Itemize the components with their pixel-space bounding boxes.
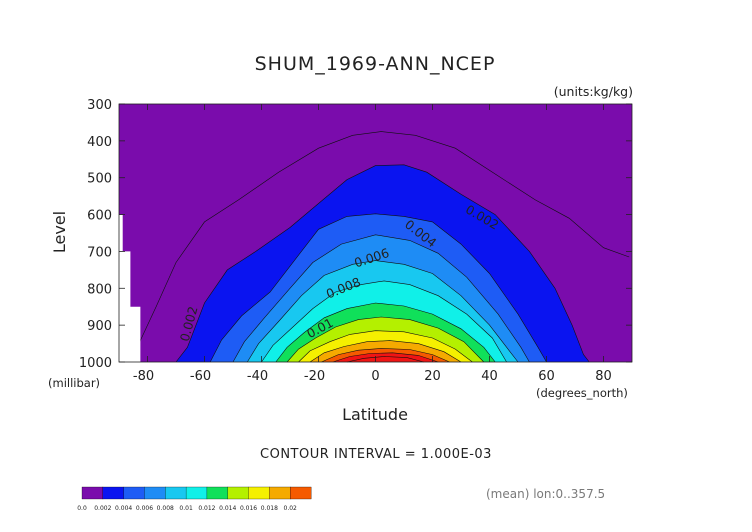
x-tick-label: 80 xyxy=(595,369,612,384)
y-tick-label: 700 xyxy=(87,245,112,260)
contour-line xyxy=(275,302,496,363)
contour-fills xyxy=(176,164,590,362)
x-unit-label: (degrees_north) xyxy=(536,386,628,400)
contour-band xyxy=(347,356,424,362)
x-tick-label: 20 xyxy=(424,369,441,384)
contour-line xyxy=(130,131,630,363)
colorbar-label: 0.0 xyxy=(77,505,87,512)
y-tick-label: 800 xyxy=(87,282,112,297)
chart-title: SHUM_1969-ANN_NCEP xyxy=(255,53,496,75)
x-tick-label: -60 xyxy=(190,369,211,384)
colorbar-swatch xyxy=(248,486,270,500)
colorbar-label: 0.01 xyxy=(179,505,193,512)
y-unit-label: (millibar) xyxy=(48,376,100,390)
colorbar-swatch xyxy=(81,486,104,500)
units-label: (units:kg/kg) xyxy=(554,84,633,99)
colorbar-swatch xyxy=(227,486,249,500)
contour-line xyxy=(321,348,450,363)
y-tick-label: 600 xyxy=(87,209,112,224)
colorbar-swatch xyxy=(290,486,312,500)
x-axis-label: Latitude xyxy=(342,405,408,424)
contour-line xyxy=(175,164,590,363)
y-axis-label: Level xyxy=(50,211,69,253)
colorbar-label: 0.012 xyxy=(198,505,215,512)
colorbar-swatch xyxy=(185,486,208,500)
colorbar-label: 0.004 xyxy=(115,505,132,512)
x-axis-ticks: -80 -60 -40 -20 0 20 40 60 80 xyxy=(133,104,612,384)
x-tick-label: 0 xyxy=(371,369,379,384)
colorbar: 0.0 0.002 0.004 0.006 0.008 0.01 0.012 0.014 0.0… xyxy=(77,486,312,512)
y-tick-label: 900 xyxy=(87,319,112,334)
y-axis-ticks: 300 400 500 600 700 800 900 1000 xyxy=(79,98,632,371)
x-tick-label: 40 xyxy=(481,369,498,384)
colorbar-label: 0.006 xyxy=(136,505,153,512)
colorbar-label: 0.02 xyxy=(284,505,298,512)
contour-line xyxy=(247,260,519,363)
contour-line xyxy=(232,234,530,363)
contour-line xyxy=(298,330,473,363)
y-tick-label: 300 xyxy=(87,98,112,113)
colorbar-label: 0.018 xyxy=(261,505,278,512)
x-tick-label: 60 xyxy=(538,369,555,384)
x-tick-label: -20 xyxy=(304,369,325,384)
y-tick-label: 500 xyxy=(87,172,112,187)
x-tick-label: -40 xyxy=(247,369,268,384)
colorbar-swatch xyxy=(123,486,145,500)
contour-line xyxy=(209,213,547,363)
colorbar-label: 0.016 xyxy=(240,505,257,512)
contour-line xyxy=(309,340,462,363)
colorbar-label: 0.014 xyxy=(219,505,236,512)
colorbar-swatch xyxy=(165,486,187,500)
contour-interval-text: CONTOUR INTERVAL = 1.000E-03 xyxy=(260,447,492,462)
y-tick-label: 1000 xyxy=(79,356,112,371)
colorbar-label: 0.008 xyxy=(157,505,174,512)
colorbar-swatch xyxy=(102,486,124,500)
x-tick-label: -80 xyxy=(133,369,154,384)
y-tick-label: 400 xyxy=(87,135,112,150)
contour-line xyxy=(346,356,424,363)
colorbar-swatch xyxy=(269,486,291,500)
contour-line xyxy=(261,280,507,363)
contour-line xyxy=(286,316,485,363)
colorbar-label: 0.002 xyxy=(94,505,111,512)
meta-text: (mean) lon:0..357.5 xyxy=(486,487,605,501)
contour-lines xyxy=(130,131,630,363)
colorbar-swatch xyxy=(206,486,229,500)
contour-line xyxy=(332,352,439,363)
colorbar-swatch xyxy=(144,486,166,500)
